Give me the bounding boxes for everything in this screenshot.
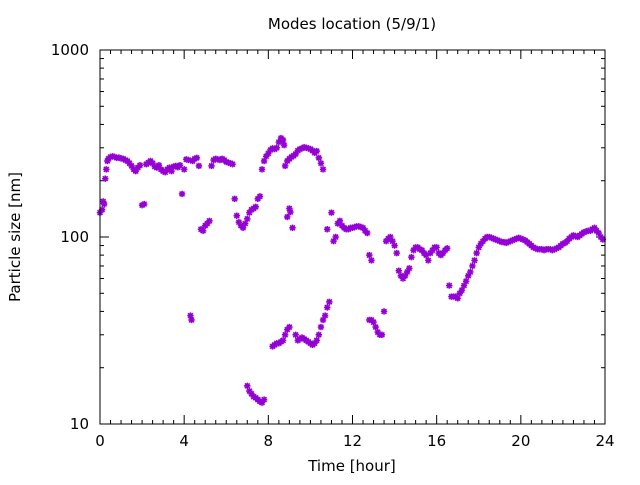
y-tick-label: 1000 (51, 41, 89, 59)
plot-area-frame (99, 49, 606, 425)
data-point (380, 308, 388, 315)
data-point (244, 215, 251, 223)
data-point (206, 217, 213, 225)
data-point (279, 337, 287, 344)
data-point (260, 396, 268, 403)
data-point (273, 144, 280, 151)
data-point (425, 257, 432, 264)
data-point (393, 249, 400, 257)
data-point (395, 267, 402, 274)
data-point (328, 209, 335, 216)
data-point (406, 265, 413, 272)
x-tick-label: 8 (264, 432, 274, 450)
data-point (193, 154, 200, 162)
data-point (292, 331, 299, 338)
x-tick-label: 0 (95, 432, 105, 450)
data-point (281, 162, 289, 170)
data-point (199, 227, 207, 234)
data-point (408, 253, 415, 261)
data-point (313, 147, 320, 155)
data-point (195, 162, 203, 170)
y-tick-label: 100 (60, 228, 89, 246)
x-tick-label: 16 (427, 432, 446, 450)
data-point (176, 162, 184, 169)
data-point (313, 337, 320, 344)
data-point (443, 245, 451, 252)
data-point (324, 304, 331, 311)
x-tick-label: 20 (511, 432, 530, 450)
x-tick-label: 12 (343, 432, 362, 450)
data-point (315, 331, 323, 338)
data-point (473, 249, 480, 257)
chart-title: Modes location (5/9/1) (268, 15, 436, 33)
data-point (180, 166, 188, 173)
data-point (378, 331, 386, 338)
x-tick-label: 4 (179, 432, 189, 450)
data-point (467, 268, 474, 276)
data-point (319, 166, 327, 173)
data-point (366, 251, 373, 259)
data-point (462, 278, 470, 285)
data-point (287, 208, 294, 216)
x-tick-label: 24 (595, 432, 614, 450)
data-point (178, 190, 186, 198)
data-point (368, 257, 375, 264)
data-point (317, 323, 325, 331)
data-point (324, 226, 331, 233)
data-point (136, 162, 144, 169)
y-axis-label: Particle size [nm] (6, 172, 24, 302)
data-point (321, 312, 329, 319)
data-point (326, 298, 333, 306)
data-point (433, 244, 440, 251)
data-point (454, 295, 461, 302)
data-point (315, 154, 323, 162)
data-point (258, 166, 266, 173)
data-point (471, 257, 478, 264)
data-point (98, 206, 106, 213)
data-point (233, 212, 240, 219)
data-point (372, 323, 379, 331)
data-point (289, 224, 296, 231)
data-point (102, 175, 109, 182)
data-point (286, 323, 293, 331)
data-point (284, 213, 291, 221)
data-point (317, 160, 325, 167)
data-point (332, 233, 339, 241)
data-point (231, 195, 238, 203)
data-point (469, 262, 476, 270)
data-point (229, 161, 236, 168)
data-point (252, 203, 259, 211)
data-point (208, 162, 215, 170)
data-point (591, 224, 598, 231)
data-point (140, 200, 148, 208)
data-point (244, 382, 251, 390)
data-point (446, 282, 453, 289)
data-point (359, 224, 367, 231)
data-point (364, 229, 371, 237)
x-axis-label: Time [hour] (307, 457, 396, 475)
data-point (280, 141, 288, 149)
data-point (279, 136, 287, 144)
data-point (101, 200, 108, 208)
y-tick-label: 10 (70, 415, 89, 433)
data-point (391, 242, 398, 249)
data-point (281, 331, 289, 338)
data-point (256, 193, 264, 200)
data-point (188, 316, 195, 324)
data-point (103, 166, 110, 173)
